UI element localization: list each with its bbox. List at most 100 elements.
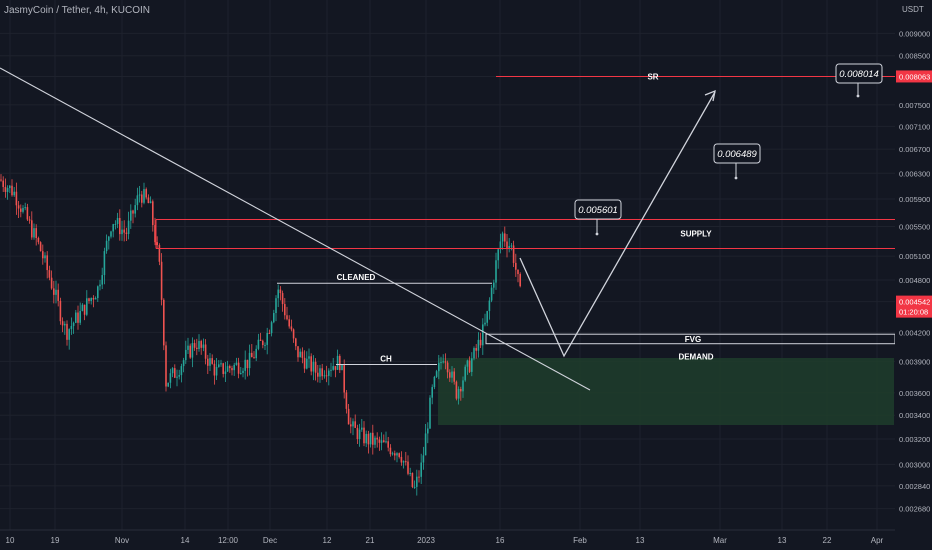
candle-body (418, 476, 420, 478)
candle-body (15, 191, 18, 206)
candle-body (132, 210, 134, 214)
candle-body (198, 341, 200, 350)
candle-body (510, 245, 513, 247)
time-tick: 13 (636, 536, 645, 545)
candle-body (81, 304, 84, 311)
price-tick: 0.006700 (899, 145, 930, 154)
candle-body (460, 388, 462, 392)
candle-body (4, 186, 7, 192)
candle-body (53, 288, 55, 295)
candle-body (44, 255, 46, 259)
candle-body (409, 472, 411, 474)
candle-body (352, 421, 354, 427)
candle-body (497, 249, 499, 261)
price-tick: 0.007100 (899, 122, 930, 131)
sr-price-tag-text: 0.008063 (899, 72, 930, 81)
candle-body (259, 339, 262, 341)
callout-dot (734, 176, 738, 180)
candle-body (328, 370, 330, 376)
callout-0008014: 0.008014 (835, 63, 883, 98)
candle-body (262, 340, 264, 346)
candle-body (519, 274, 521, 287)
candle-body (114, 223, 117, 225)
time-tick: 21 (366, 536, 375, 545)
candle-body (367, 433, 370, 445)
candle-body (196, 347, 198, 350)
time-tick: 12:00 (218, 536, 239, 545)
candle-body (435, 371, 438, 377)
candle-body (407, 461, 409, 474)
candle-body (473, 348, 475, 359)
candle-body (42, 251, 44, 259)
candle-body (169, 373, 172, 383)
candle-body (11, 185, 13, 196)
candle-body (402, 461, 405, 463)
candle-body (369, 432, 372, 445)
candle-body (422, 455, 425, 463)
candle-body (490, 287, 493, 301)
candle-body (145, 189, 147, 198)
time-tick: Mar (713, 536, 727, 545)
candle-body (495, 260, 497, 283)
candle-body (380, 440, 383, 443)
candle-body (347, 408, 350, 425)
candle-body (70, 325, 73, 330)
candle-body (154, 225, 156, 243)
candle-body (290, 326, 293, 330)
candle-body (295, 338, 297, 347)
time-axis: 10 19 Nov 14 12:00 Dec 12 21 2023 16 Feb 13 Mar 13 22 A… (0, 529, 932, 550)
candle-body (255, 348, 257, 359)
candle-body (143, 189, 145, 203)
time-tick: Nov (115, 536, 129, 545)
candle-body (226, 366, 229, 372)
candle-body (231, 368, 233, 371)
candle-body (218, 364, 220, 367)
time-tick: 16 (496, 536, 505, 545)
candle-body (442, 361, 444, 363)
candle-body (165, 345, 167, 387)
candle-body (512, 245, 515, 263)
candle-body (301, 351, 304, 358)
candle-body (332, 366, 334, 370)
candle-body (193, 343, 196, 348)
candle-body (229, 366, 231, 369)
candle-body (147, 197, 150, 204)
candle-body (105, 240, 108, 252)
candle-body (482, 324, 484, 346)
candle-body (158, 245, 161, 262)
candle-body (321, 368, 323, 377)
candle-body (268, 333, 271, 335)
candle-body (50, 277, 53, 289)
candle-body (354, 421, 356, 428)
candle-body (339, 355, 341, 371)
candle-body (394, 453, 396, 456)
candle-body (149, 201, 152, 204)
time-tick: Feb (573, 536, 587, 545)
candle-body (240, 373, 242, 375)
candle-body (363, 427, 365, 444)
candle-body (123, 229, 125, 233)
candle-body (35, 228, 37, 239)
candle-body (279, 289, 282, 294)
supply-label: SUPPLY (680, 229, 712, 238)
candle-body (242, 370, 244, 374)
candle-body (446, 362, 449, 373)
candle-body (72, 322, 75, 326)
candle-body (358, 429, 361, 440)
candle-body (440, 361, 442, 363)
candle-body (160, 261, 163, 300)
candle-body (281, 293, 284, 305)
candle-body (20, 208, 22, 212)
candle-body (202, 344, 205, 348)
axis-unit: USDT (902, 5, 924, 14)
candle-body (477, 339, 480, 351)
time-tick: Dec (263, 536, 277, 545)
candle-body (429, 397, 431, 429)
candle-body (31, 220, 33, 238)
candle-body (284, 304, 286, 316)
candle-body (17, 205, 20, 209)
candle-body (405, 461, 407, 463)
candle-body (398, 453, 400, 457)
drawing-overlay: SR SUPPLY FVG DEMAND CLEANED CH 0.005601 0.0064… (0, 63, 896, 391)
